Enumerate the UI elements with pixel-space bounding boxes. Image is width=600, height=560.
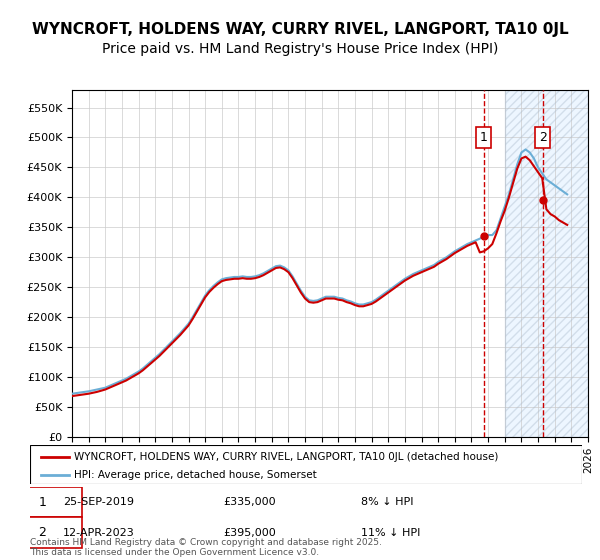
Text: £395,000: £395,000: [223, 528, 276, 538]
FancyBboxPatch shape: [30, 445, 582, 484]
Text: Price paid vs. HM Land Registry's House Price Index (HPI): Price paid vs. HM Land Registry's House …: [102, 42, 498, 56]
Text: 1: 1: [38, 496, 46, 509]
Text: 8% ↓ HPI: 8% ↓ HPI: [361, 497, 414, 507]
Bar: [505, 90, 588, 437]
FancyBboxPatch shape: [2, 517, 82, 548]
Text: WYNCROFT, HOLDENS WAY, CURRY RIVEL, LANGPORT, TA10 0JL: WYNCROFT, HOLDENS WAY, CURRY RIVEL, LANG…: [32, 22, 568, 38]
Text: £335,000: £335,000: [223, 497, 276, 507]
Bar: [505, 90, 588, 437]
Text: 12-APR-2023: 12-APR-2023: [63, 528, 135, 538]
Text: Contains HM Land Registry data © Crown copyright and database right 2025.
This d: Contains HM Land Registry data © Crown c…: [30, 538, 382, 557]
Text: 25-SEP-2019: 25-SEP-2019: [63, 497, 134, 507]
Text: WYNCROFT, HOLDENS WAY, CURRY RIVEL, LANGPORT, TA10 0JL (detached house): WYNCROFT, HOLDENS WAY, CURRY RIVEL, LANG…: [74, 452, 499, 462]
Text: HPI: Average price, detached house, Somerset: HPI: Average price, detached house, Some…: [74, 470, 317, 479]
Text: 2: 2: [38, 526, 46, 539]
Text: 1: 1: [479, 131, 488, 144]
Text: 11% ↓ HPI: 11% ↓ HPI: [361, 528, 421, 538]
Text: 2: 2: [539, 131, 547, 144]
FancyBboxPatch shape: [2, 487, 82, 517]
